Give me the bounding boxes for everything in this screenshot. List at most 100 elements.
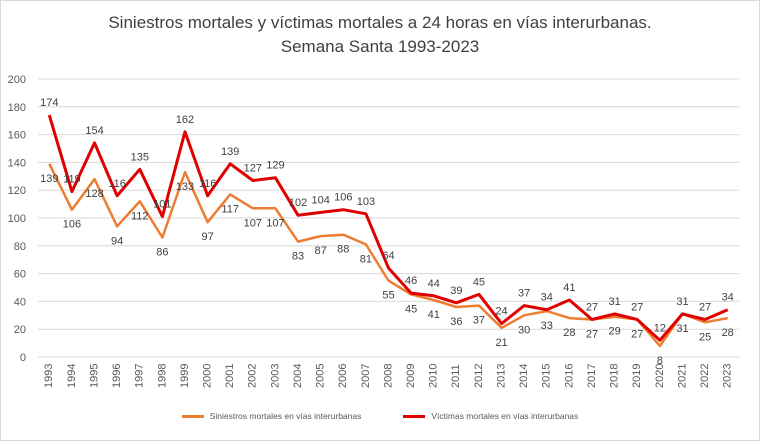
- data-label-siniestros: 29: [609, 326, 621, 338]
- y-tick-label: 200: [8, 74, 26, 86]
- legend-item-siniestros: Siniestros mortales en vías interurbanas: [181, 411, 362, 421]
- data-label-victimas: 104: [311, 194, 329, 206]
- y-tick-label: 100: [8, 213, 26, 225]
- data-label-siniestros: 31: [676, 323, 688, 335]
- data-label-siniestros: 25: [699, 331, 711, 343]
- data-label-victimas: 139: [221, 146, 239, 158]
- data-label-victimas: 31: [676, 296, 688, 308]
- x-tick-label: 1993: [43, 364, 55, 388]
- data-label-siniestros: 28: [722, 327, 734, 339]
- x-tick-label: 2001: [224, 364, 236, 388]
- data-label-victimas: 135: [131, 151, 149, 163]
- y-tick-label: 160: [8, 130, 26, 142]
- data-label-victimas: 116: [108, 178, 126, 190]
- data-label-siniestros: 27: [586, 328, 598, 340]
- x-tick-label: 2013: [495, 364, 507, 388]
- data-label-siniestros: 86: [156, 246, 168, 258]
- chart-title: Siniestros mortales y víctimas mortales …: [108, 13, 652, 32]
- data-label-victimas: 44: [428, 278, 440, 290]
- y-tick-label: 40: [14, 296, 26, 308]
- x-tick-label: 2020: [654, 364, 666, 388]
- data-label-siniestros: 83: [292, 251, 304, 263]
- data-label-victimas: 154: [85, 125, 103, 137]
- data-label-siniestros: 107: [244, 217, 262, 229]
- data-label-siniestros: 106: [63, 219, 81, 231]
- data-label-victimas: 31: [609, 296, 621, 308]
- data-label-victimas: 103: [357, 196, 375, 208]
- x-tick-label: 2007: [360, 364, 372, 388]
- data-label-siniestros: 33: [541, 320, 553, 332]
- x-tick-label: 1994: [66, 364, 78, 388]
- legend-swatch-siniestros: [181, 414, 204, 418]
- x-tick-label: 2008: [382, 364, 394, 388]
- x-tick-label: 2018: [609, 364, 621, 388]
- data-label-victimas: 116: [199, 178, 217, 190]
- legend-swatch-victimas: [403, 414, 426, 418]
- data-label-victimas: 34: [541, 292, 553, 304]
- data-label-siniestros: 37: [473, 315, 485, 327]
- x-tick-label: 2006: [337, 364, 349, 388]
- data-label-siniestros: 133: [176, 181, 194, 193]
- data-label-victimas: 119: [63, 174, 81, 186]
- data-label-victimas: 37: [518, 288, 530, 300]
- data-label-victimas: 129: [266, 160, 284, 172]
- data-label-victimas: 174: [40, 97, 58, 109]
- data-label-victimas: 34: [722, 292, 734, 304]
- data-label-siniestros: 55: [382, 290, 394, 302]
- x-tick-label: 2015: [541, 364, 553, 388]
- x-tick-label: 1999: [179, 364, 191, 388]
- legend-label-victimas: Víctimas mortales en vías interurbanas: [431, 411, 579, 421]
- x-tick-label: 2004: [292, 364, 304, 388]
- data-label-victimas: 39: [450, 285, 462, 297]
- x-tick-label: 2011: [450, 364, 462, 388]
- data-label-siniestros: 81: [360, 253, 372, 265]
- data-label-victimas: 12: [654, 322, 666, 334]
- data-label-victimas: 27: [586, 301, 598, 313]
- legend-item-victimas: Víctimas mortales en vías interurbanas: [403, 411, 578, 421]
- data-label-siniestros: 27: [631, 328, 643, 340]
- x-tick-label: 2019: [631, 364, 643, 388]
- data-label-victimas: 64: [382, 250, 394, 262]
- data-label-siniestros: 88: [337, 244, 349, 256]
- data-label-siniestros: 28: [563, 327, 575, 339]
- y-tick-label: 60: [14, 269, 26, 281]
- y-tick-label: 80: [14, 241, 26, 253]
- data-label-siniestros: 30: [518, 324, 530, 336]
- data-label-victimas: 27: [631, 301, 643, 313]
- y-tick-label: 0: [20, 352, 26, 364]
- data-label-siniestros: 117: [221, 203, 239, 215]
- x-tick-label: 1995: [88, 364, 100, 388]
- data-label-siniestros: 8: [657, 355, 663, 367]
- x-tick-label: 2002: [247, 364, 259, 388]
- data-label-siniestros: 36: [450, 316, 462, 328]
- x-tick-label: 2016: [563, 364, 575, 388]
- y-tick-label: 20: [14, 324, 26, 336]
- data-label-victimas: 41: [563, 282, 575, 294]
- data-label-siniestros: 128: [85, 188, 103, 200]
- y-tick-label: 120: [8, 185, 26, 197]
- chart-legend: Siniestros mortales en vías interurbanas…: [1, 411, 759, 421]
- data-label-victimas: 45: [473, 276, 485, 288]
- data-label-victimas: 106: [334, 192, 352, 204]
- data-label-siniestros: 87: [315, 245, 327, 257]
- x-tick-label: 2010: [428, 364, 440, 388]
- x-tick-label: 1997: [134, 364, 146, 388]
- data-label-victimas: 127: [244, 162, 262, 174]
- chart-subtitle: Semana Santa 1993-2023: [280, 37, 480, 56]
- x-tick-label: 2014: [518, 364, 530, 388]
- x-tick-label: 2005: [315, 364, 327, 388]
- data-label-siniestros: 94: [111, 235, 123, 247]
- data-label-siniestros: 139: [40, 173, 58, 185]
- x-tick-label: 2009: [405, 364, 417, 388]
- data-label-victimas: 102: [289, 197, 307, 209]
- x-tick-label: 2000: [202, 364, 214, 388]
- data-label-siniestros: 45: [405, 303, 417, 315]
- y-tick-label: 140: [8, 157, 26, 169]
- series-line-victimas: [47, 114, 729, 342]
- x-tick-label: 2012: [473, 364, 485, 388]
- data-label-victimas: 101: [153, 199, 171, 211]
- data-label-victimas: 162: [176, 114, 194, 126]
- legend-label-siniestros: Siniestros mortales en vías interurbanas: [209, 411, 362, 421]
